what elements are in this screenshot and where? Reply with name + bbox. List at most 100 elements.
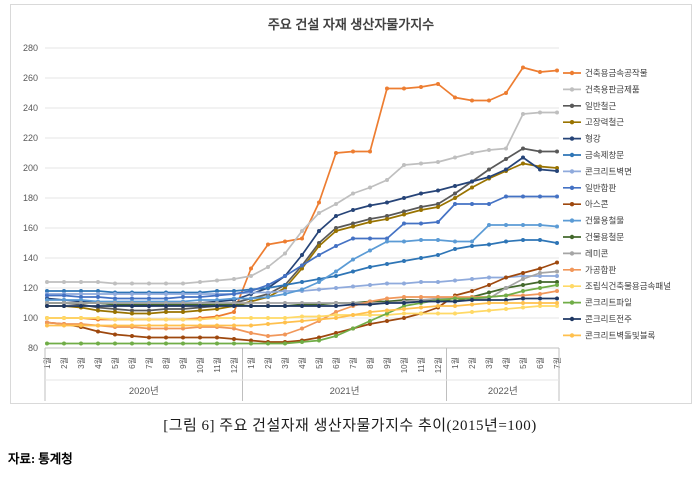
series-marker	[232, 296, 236, 301]
x-axis-tick-label: 6월	[535, 357, 545, 369]
series-marker	[334, 229, 338, 233]
legend-label: 건축용판금제품	[585, 84, 640, 94]
series-marker	[79, 304, 83, 308]
series-marker	[504, 298, 508, 302]
series-marker	[62, 316, 66, 320]
series-marker	[470, 289, 474, 293]
x-axis-tick-label: 6월	[127, 357, 137, 369]
series-marker	[198, 295, 202, 299]
series-marker	[113, 281, 117, 286]
series-marker	[215, 341, 219, 346]
series-marker	[79, 295, 83, 299]
y-axis-tick-label: 200	[23, 163, 38, 173]
series-marker	[538, 271, 542, 275]
legend-item: 건축용금속공작물	[563, 68, 648, 78]
series-marker	[130, 323, 134, 328]
x-axis-tick-label: 7월	[348, 357, 358, 369]
series-marker	[147, 311, 151, 316]
series-marker	[538, 280, 542, 284]
series-marker	[147, 308, 151, 313]
series-marker	[79, 280, 83, 284]
series-marker	[555, 166, 559, 170]
legend-label: 가공합판	[585, 265, 616, 275]
series-marker	[436, 304, 440, 308]
series-13	[45, 304, 559, 322]
series-marker	[283, 304, 287, 308]
series-marker	[555, 283, 559, 287]
series-marker	[164, 310, 168, 314]
x-axis-tick-label: 10월	[399, 357, 409, 373]
series-marker	[436, 299, 440, 304]
series-marker	[385, 239, 389, 244]
series-marker	[436, 220, 440, 224]
series-marker	[385, 281, 389, 286]
series-marker	[351, 257, 355, 262]
series-marker	[368, 217, 372, 221]
series-marker	[487, 283, 491, 287]
series-marker	[113, 292, 117, 296]
series-marker	[198, 301, 202, 305]
series-marker	[45, 289, 49, 293]
series-marker	[130, 301, 134, 305]
series-marker	[317, 277, 321, 281]
series-marker	[181, 310, 185, 314]
series-marker	[487, 202, 491, 206]
series-marker	[181, 317, 185, 322]
legend-label: 콘크리트파일	[585, 298, 632, 308]
series-marker	[249, 296, 253, 301]
series-marker	[232, 289, 236, 293]
series-marker	[215, 335, 219, 340]
series-marker	[181, 281, 185, 286]
series-marker	[198, 280, 202, 284]
series-9	[45, 223, 559, 304]
series-marker	[45, 293, 49, 298]
series-marker	[215, 301, 219, 305]
series-marker	[62, 323, 66, 328]
series-marker	[538, 223, 542, 227]
legend-swatch-marker	[569, 136, 575, 141]
series-marker	[164, 307, 168, 311]
series-marker	[334, 214, 338, 218]
series-marker	[368, 322, 372, 326]
series-marker	[215, 293, 219, 298]
series-marker	[351, 313, 355, 317]
series-marker	[555, 149, 559, 154]
series-marker	[198, 323, 202, 328]
series-marker	[317, 314, 321, 319]
y-axis-tick-label: 80	[28, 343, 38, 353]
series-marker	[385, 319, 389, 323]
series-marker	[164, 296, 168, 301]
series-marker	[334, 313, 338, 317]
series-marker	[249, 274, 253, 278]
series-marker	[45, 301, 49, 305]
series-marker	[300, 326, 304, 331]
series-marker	[232, 326, 236, 331]
series-marker	[181, 335, 185, 340]
series-marker	[521, 155, 525, 160]
series-marker	[266, 301, 270, 305]
series-marker	[504, 275, 508, 280]
legend-item: 콘크리트파일	[563, 298, 632, 308]
series-marker	[351, 302, 355, 307]
legend-item: 조립식건축물용금속패널	[563, 281, 671, 291]
legend-label: 콘크리트벽면	[585, 166, 632, 176]
series-marker	[351, 191, 355, 196]
series-marker	[300, 280, 304, 284]
legend-label: 일반합판	[585, 183, 616, 193]
series-marker	[487, 308, 491, 313]
series-marker	[215, 307, 219, 311]
series-marker	[249, 266, 253, 271]
series-marker	[487, 295, 491, 299]
series-marker	[249, 323, 253, 328]
series-marker	[334, 269, 338, 274]
series-marker	[62, 301, 66, 305]
series-marker	[521, 301, 525, 305]
series-marker	[334, 244, 338, 248]
series-marker	[147, 341, 151, 346]
series-marker	[96, 301, 100, 305]
x-axis-tick-label: 3월	[484, 357, 494, 369]
series-marker	[419, 299, 423, 304]
series-marker	[487, 98, 491, 103]
series-marker	[521, 65, 525, 70]
series-marker	[351, 269, 355, 274]
